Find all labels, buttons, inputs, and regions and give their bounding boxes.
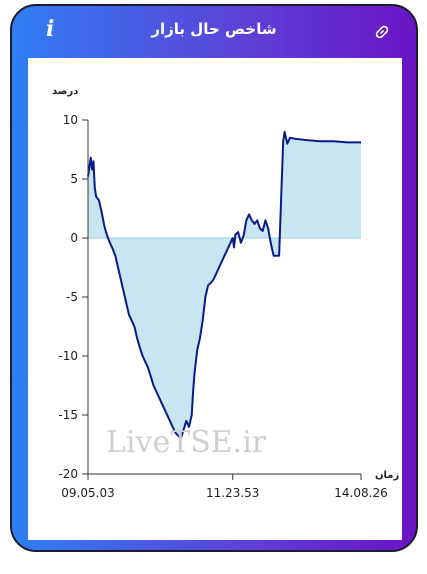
market-index-chart: LiveTSE.ir 10 5 0 -5 -10 -15 -20 09.05.03 11.23.… xyxy=(52,86,399,500)
y-tick-label: -10 xyxy=(58,349,78,363)
chart-card: LiveTSE.ir 10 5 0 -5 -10 -15 -20 09.05.03 11.23.… xyxy=(28,58,402,540)
plot-area xyxy=(87,130,361,440)
area-fill xyxy=(88,131,361,439)
widget-title: شاخص حال بازار xyxy=(151,20,277,38)
widget-header: i شاخص حال بازار xyxy=(12,6,416,56)
y-tick-label: 5 xyxy=(70,172,78,186)
x-tick-label: 14.08.26 xyxy=(334,486,387,500)
y-tick-label: -20 xyxy=(58,467,78,481)
x-tick-label: 09.05.03 xyxy=(61,486,114,500)
link-icon[interactable] xyxy=(374,24,390,40)
widget-frame: i شاخص حال بازار LiveTSE.ir 10 5 0 -5 -10 -15… xyxy=(10,4,418,552)
y-tick-label: 0 xyxy=(70,231,78,245)
axes: 10 5 0 -5 -10 -15 -20 09.05.03 11.23.53 14.08.26 xyxy=(58,113,387,500)
watermark: LiveTSE.ir xyxy=(106,425,267,460)
x-axis-label: زمان xyxy=(375,470,399,481)
y-tick-label: -15 xyxy=(58,408,78,422)
y-tick-label: -5 xyxy=(66,290,78,304)
series-line xyxy=(87,130,361,440)
x-tick-label: 11.23.53 xyxy=(206,486,259,500)
y-tick-label: 10 xyxy=(63,113,78,127)
info-icon[interactable]: i xyxy=(46,16,55,42)
y-axis-label: درصد xyxy=(52,86,78,97)
